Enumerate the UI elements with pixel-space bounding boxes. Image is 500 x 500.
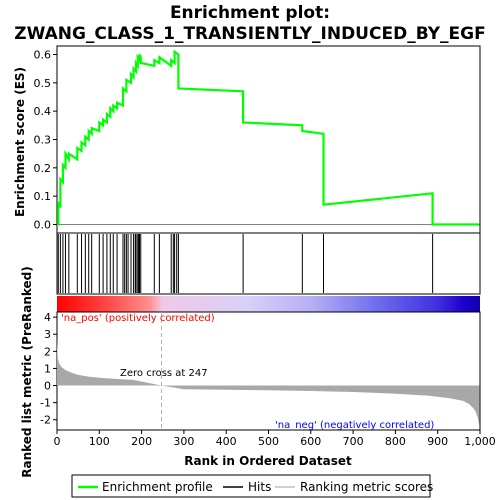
es-panel: 0.0 0.1 0.2 0.3 0.4 0.5 0.6 Enrichment score (… — [13, 45, 481, 234]
metric-y-tick-label: -2 — [40, 414, 51, 427]
ranking-metric-area — [57, 337, 480, 428]
metric-y-tick-label: 3 — [44, 328, 51, 341]
x-tick-label: 900 — [427, 435, 448, 448]
metric-y-tick-label: 4 — [44, 311, 51, 324]
x-tick-label: 300 — [173, 435, 194, 448]
legend-enrichment-label: Enrichment profile — [102, 480, 213, 494]
es-y-axis-label: Enrichment score (ES) — [13, 67, 27, 217]
legend-metric-label: Ranking metric scores — [300, 480, 433, 494]
es-y-tick-label: 0.5 — [34, 77, 52, 90]
metric-panel-frame — [56, 311, 481, 431]
es-y-tick-label: 0.0 — [34, 219, 52, 232]
legend-frame — [71, 474, 431, 498]
es-y-tick-label: 0.2 — [34, 162, 52, 175]
legend: Enrichment profile Hits Ranking metric s… — [71, 474, 433, 498]
hits-panel — [56, 232, 481, 295]
es-panel-frame — [56, 45, 481, 234]
es-y-tick-label: 0.3 — [34, 134, 52, 147]
x-tick-label: 200 — [131, 435, 152, 448]
enrichment-profile-line — [57, 49, 480, 226]
metric-y-tick-label: 0 — [44, 380, 51, 393]
hits-panel-frame — [56, 232, 481, 295]
zero-cross-label: Zero cross at 247 — [120, 368, 208, 379]
chart-title-line2: ZWANG_CLASS_1_TRANSIENTLY_INDUCED_BY_EGF — [14, 24, 485, 44]
es-y-tick-label: 0.1 — [34, 190, 52, 203]
heat-bar — [57, 296, 480, 312]
x-tick-label: 600 — [300, 435, 321, 448]
x-tick-label: 700 — [343, 435, 364, 448]
es-y-tick-label: 0.6 — [34, 49, 52, 62]
ranking-heat-bar — [57, 296, 480, 312]
chart-title-line1: Enrichment plot: — [170, 3, 330, 23]
metric-y-tick-label: -1 — [40, 397, 51, 410]
legend-hits-label: Hits — [248, 480, 271, 494]
x-tick-label: 400 — [216, 435, 237, 448]
metric-panel: 4 3 2 1 0 -1 -2 'na_pos' (positively correlate… — [20, 266, 481, 478]
x-tick-label: 1,000 — [464, 435, 496, 448]
x-axis-label: Rank in Ordered Dataset — [184, 454, 352, 468]
metric-y-tick-label: 2 — [44, 345, 51, 358]
neg-correlated-label: 'na_neg' (negatively correlated) — [275, 420, 434, 431]
pos-correlated-label: 'na_pos' (positively correlated) — [61, 313, 215, 324]
x-tick-label: 100 — [89, 435, 110, 448]
x-tick-label: 800 — [385, 435, 406, 448]
x-tick-label: 0 — [54, 435, 61, 448]
x-tick-label: 500 — [258, 435, 279, 448]
metric-y-axis-label: Ranked list metric (PreRanked) — [20, 266, 34, 478]
es-y-tick-label: 0.4 — [34, 105, 52, 118]
metric-y-tick-label: 1 — [44, 362, 51, 375]
